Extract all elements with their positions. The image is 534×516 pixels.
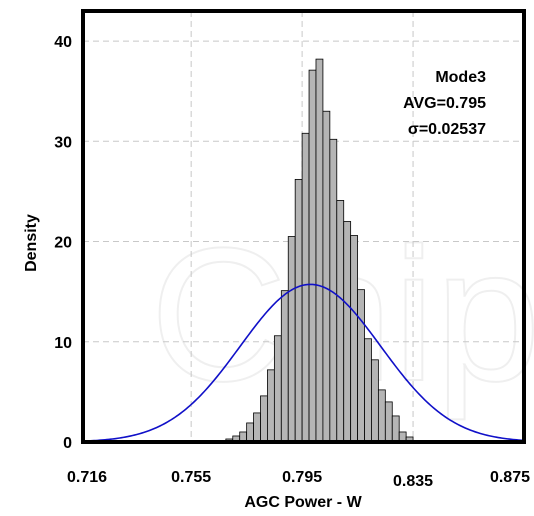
histogram-bar (357, 289, 365, 443)
histogram-bar (253, 412, 261, 443)
histogram-bar (343, 221, 352, 443)
histogram-bar (350, 235, 358, 443)
histogram-bar (287, 236, 296, 443)
histogram-bar (364, 338, 372, 443)
x-tick-label: 0.716 (67, 469, 107, 486)
y-axis-title: Density (23, 214, 40, 272)
histogram-bar (377, 389, 386, 443)
annotation-avg: AVG=0.795 (403, 95, 486, 112)
y-tick-label: 10 (54, 335, 72, 352)
y-tick-label: 0 (63, 435, 72, 452)
x-axis-ticks: 0.716 0.755 0.795 0.835 0.875 (67, 469, 530, 490)
histogram-bar (294, 178, 303, 443)
annotation-box: Mode3 AVG=0.795 σ=0.02537 (403, 69, 486, 138)
histogram-bars (225, 58, 414, 443)
histogram-bar (260, 395, 268, 443)
x-tick-label: 0.795 (282, 469, 322, 486)
histogram-bar (267, 369, 275, 443)
histogram-bar (315, 58, 324, 443)
histogram-bar (336, 200, 345, 443)
y-tick-label: 40 (54, 34, 72, 51)
annotation-sigma: σ=0.02537 (408, 121, 486, 138)
histogram-bar (280, 290, 289, 443)
annotation-mode: Mode3 (435, 69, 486, 86)
y-axis-ticks: 0 10 20 30 40 (54, 34, 72, 452)
y-tick-label: 20 (54, 235, 72, 252)
plot-frame (81, 9, 526, 444)
histogram-bar (371, 359, 379, 443)
histogram-bar (391, 415, 400, 443)
histogram-bar (322, 110, 331, 443)
y-tick-label: 30 (54, 134, 72, 151)
x-tick-label: 0.755 (171, 469, 211, 486)
x-tick-label: 0.875 (490, 469, 530, 486)
normal-fit-curve (82, 283, 525, 442)
x-tick-label: 0.835 (393, 473, 433, 490)
x-axis-title: AGC Power - W (244, 494, 362, 511)
histogram-bar (246, 422, 254, 443)
histogram-bar (301, 132, 310, 443)
histogram-bar (273, 335, 282, 443)
histogram-bar (384, 401, 393, 443)
histogram-bar (308, 69, 317, 443)
